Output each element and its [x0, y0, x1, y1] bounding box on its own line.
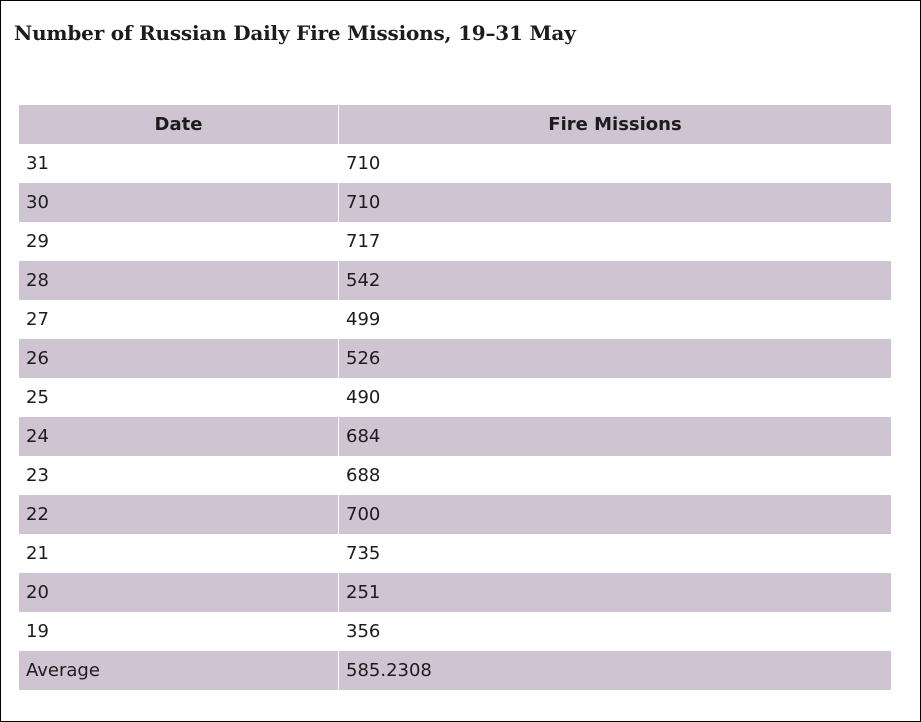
table-row: 20 251: [19, 573, 891, 612]
cell-date: 19: [26, 621, 49, 642]
cell-date: 29: [26, 231, 49, 252]
cell-date: 26: [26, 348, 49, 369]
table-row: 19 356: [19, 612, 891, 651]
cell-date: 27: [26, 309, 49, 330]
cell-date: 25: [26, 387, 49, 408]
table-row: 27 499: [19, 300, 891, 339]
cell-fire-missions: 356: [338, 612, 891, 651]
cell-date: 30: [26, 192, 49, 213]
table-row: 31 710: [19, 144, 891, 183]
table-row: 30 710: [19, 183, 891, 222]
table-title: Number of Russian Daily Fire Missions, 1…: [14, 21, 576, 45]
cell-fire-missions: 717: [338, 222, 891, 261]
table-row: 28 542: [19, 261, 891, 300]
cell-date: 28: [26, 270, 49, 291]
table-row: 26 526: [19, 339, 891, 378]
cell-date: 20: [26, 582, 49, 603]
cell-fire-missions: 490: [338, 378, 891, 417]
table-row: 29 717: [19, 222, 891, 261]
cell-fire-missions: 700: [338, 495, 891, 534]
cell-fire-missions: 585.2308: [338, 651, 891, 690]
cell-fire-missions: 710: [338, 144, 891, 183]
header-date: Date: [154, 114, 203, 135]
table-row: 22 700: [19, 495, 891, 534]
table-row: 24 684: [19, 417, 891, 456]
cell-date: 31: [26, 153, 49, 174]
cell-fire-missions: 684: [338, 417, 891, 456]
cell-date: 21: [26, 543, 49, 564]
header-fire-missions: Fire Missions: [338, 105, 891, 144]
table-row-average: Average 585.2308: [19, 651, 891, 690]
cell-fire-missions: 526: [338, 339, 891, 378]
table-body: 31 710 30 710 29 717 28 542 27 499 26 526 25 490 24 684…: [19, 144, 891, 690]
fire-missions-table: Date Fire Missions 31 710 30 710 29 717 28 542 2…: [19, 105, 891, 690]
cell-date: 23: [26, 465, 49, 486]
table-row: 21 735: [19, 534, 891, 573]
cell-fire-missions: 499: [338, 300, 891, 339]
table-row: 23 688: [19, 456, 891, 495]
cell-fire-missions: 251: [338, 573, 891, 612]
cell-fire-missions: 710: [338, 183, 891, 222]
cell-date: Average: [26, 660, 100, 681]
cell-fire-missions: 688: [338, 456, 891, 495]
cell-date: 24: [26, 426, 49, 447]
table-header-row: Date Fire Missions: [19, 105, 891, 144]
cell-fire-missions: 542: [338, 261, 891, 300]
table-row: 25 490: [19, 378, 891, 417]
cell-fire-missions: 735: [338, 534, 891, 573]
cell-date: 22: [26, 504, 49, 525]
